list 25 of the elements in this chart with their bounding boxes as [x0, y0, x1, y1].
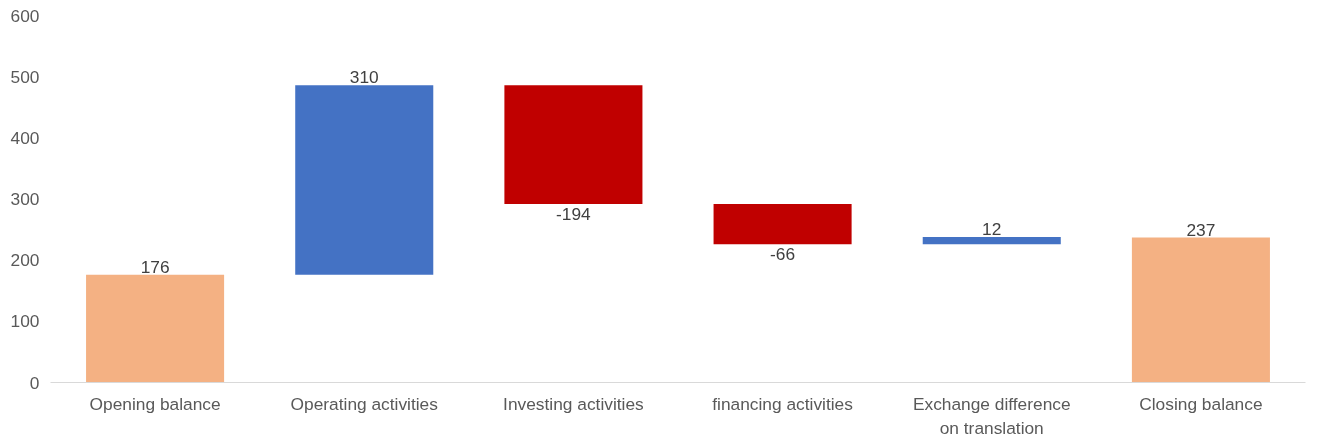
x-tick-label: Closing balance: [1139, 393, 1263, 414]
bar: [922, 236, 1061, 245]
bar: [1131, 237, 1270, 383]
y-tick-label: 200: [10, 250, 40, 271]
data-label: 237: [1186, 219, 1216, 240]
y-tick-label: 0: [29, 372, 40, 393]
bar: [504, 85, 643, 204]
x-tick-label: Operating activities: [290, 393, 439, 414]
y-tick-label: 400: [10, 127, 40, 148]
y-tick-label: 500: [10, 66, 40, 87]
bar: [86, 274, 225, 383]
data-label: -194: [556, 203, 592, 224]
data-label: 310: [349, 67, 379, 88]
bar: [713, 203, 852, 245]
y-tick-label: 100: [10, 311, 40, 332]
data-label: 176: [140, 256, 170, 277]
y-tick-label: 600: [10, 5, 40, 26]
bar: [295, 85, 434, 275]
x-tick-label: Opening balance: [89, 393, 221, 414]
x-tick-label: financing activities: [712, 393, 854, 414]
y-tick-label: 300: [10, 189, 40, 209]
x-tick-label: Exchange difference on translation: [912, 393, 1071, 438]
data-label: -66: [770, 244, 796, 265]
data-label: 12: [982, 218, 1002, 239]
x-tick-label: Investing activities: [503, 393, 645, 414]
